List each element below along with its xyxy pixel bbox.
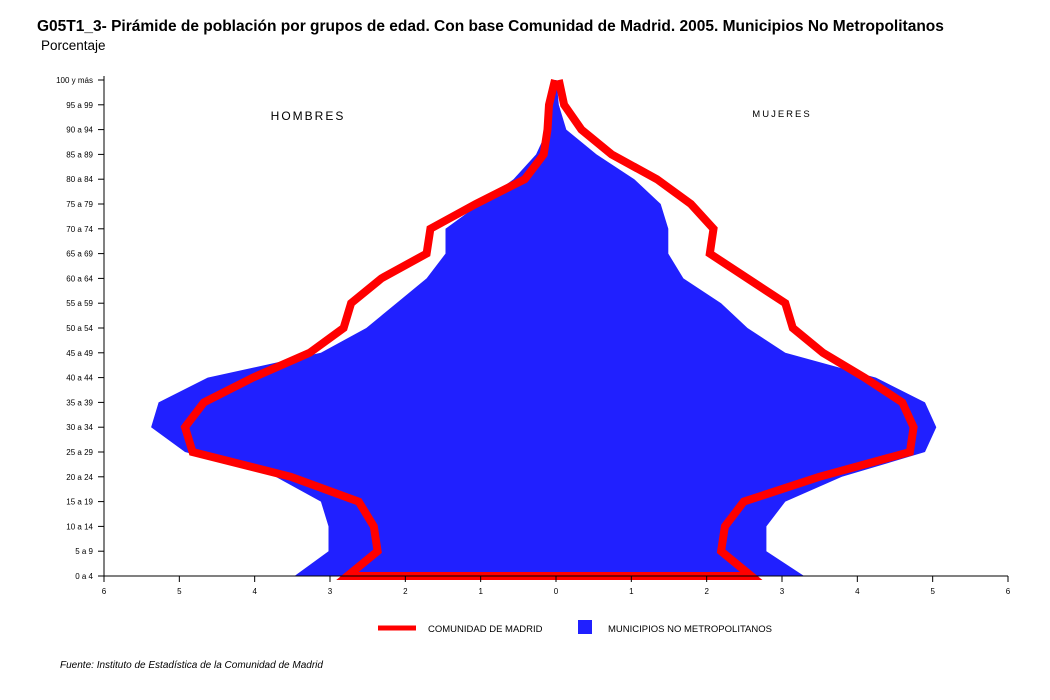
x-tick-label: 5 — [177, 587, 182, 596]
x-tick-label: 2 — [403, 587, 408, 596]
y-tick-label: 70 a 74 — [66, 225, 93, 234]
x-tick-label: 2 — [704, 587, 709, 596]
x-tick-label: 1 — [478, 587, 483, 596]
legend: COMUNIDAD DE MADRID MUNICIPIOS NO METROP… — [378, 620, 772, 635]
y-tick-label: 35 a 39 — [66, 398, 93, 407]
y-tick-label: 0 a 4 — [75, 572, 93, 581]
y-tick-label: 15 a 19 — [66, 498, 93, 507]
y-tick-label: 20 a 24 — [66, 473, 93, 482]
y-tick-label: 85 a 89 — [66, 150, 93, 159]
chart-source: Fuente: Instituto de Estadística de la C… — [60, 660, 323, 671]
x-tick-label: 3 — [780, 587, 785, 596]
area-layer — [151, 80, 937, 576]
y-tick-label: 5 a 9 — [75, 547, 93, 556]
y-tick-label: 100 y más — [56, 76, 93, 85]
y-tick-label: 65 a 69 — [66, 250, 93, 259]
legend-label-municipios: MUNICIPIOS NO METROPOLITANOS — [608, 624, 772, 635]
y-tick-label: 25 a 29 — [66, 448, 93, 457]
legend-label-comunidad: COMUNIDAD DE MADRID — [428, 624, 543, 635]
y-tick-label: 55 a 59 — [66, 299, 93, 308]
chart-title: G05T1_3- Pirámide de población por grupo… — [37, 18, 944, 35]
legend-swatch-municipios — [578, 620, 592, 634]
y-tick-label: 10 a 14 — [66, 522, 93, 531]
x-tick-label: 5 — [930, 587, 935, 596]
y-tick-label: 75 a 79 — [66, 200, 93, 209]
x-tick-label: 4 — [252, 587, 257, 596]
y-tick-label: 45 a 49 — [66, 349, 93, 358]
x-tick-label: 1 — [629, 587, 634, 596]
x-tick-label: 6 — [1006, 587, 1011, 596]
y-tick-label: 30 a 34 — [66, 423, 93, 432]
right-side-label: MUJERES — [752, 109, 811, 120]
x-tick-label: 3 — [328, 587, 333, 596]
x-tick-label: 6 — [102, 587, 107, 596]
x-tick-label: 0 — [554, 587, 559, 596]
x-tick-label: 4 — [855, 587, 860, 596]
chart-subtitle: Porcentaje — [41, 38, 106, 53]
left-side-label: HOMBRES — [271, 109, 346, 123]
y-tick-label: 40 a 44 — [66, 374, 93, 383]
side-labels: HOMBRES MUJERES — [271, 109, 811, 123]
area-municipios-no-metropolitanos — [151, 80, 937, 576]
y-tick-label: 80 a 84 — [66, 175, 93, 184]
y-tick-label: 50 a 54 — [66, 324, 93, 333]
y-tick-label: 95 a 99 — [66, 101, 93, 110]
y-tick-label: 60 a 64 — [66, 274, 93, 283]
y-tick-label: 90 a 94 — [66, 126, 93, 135]
